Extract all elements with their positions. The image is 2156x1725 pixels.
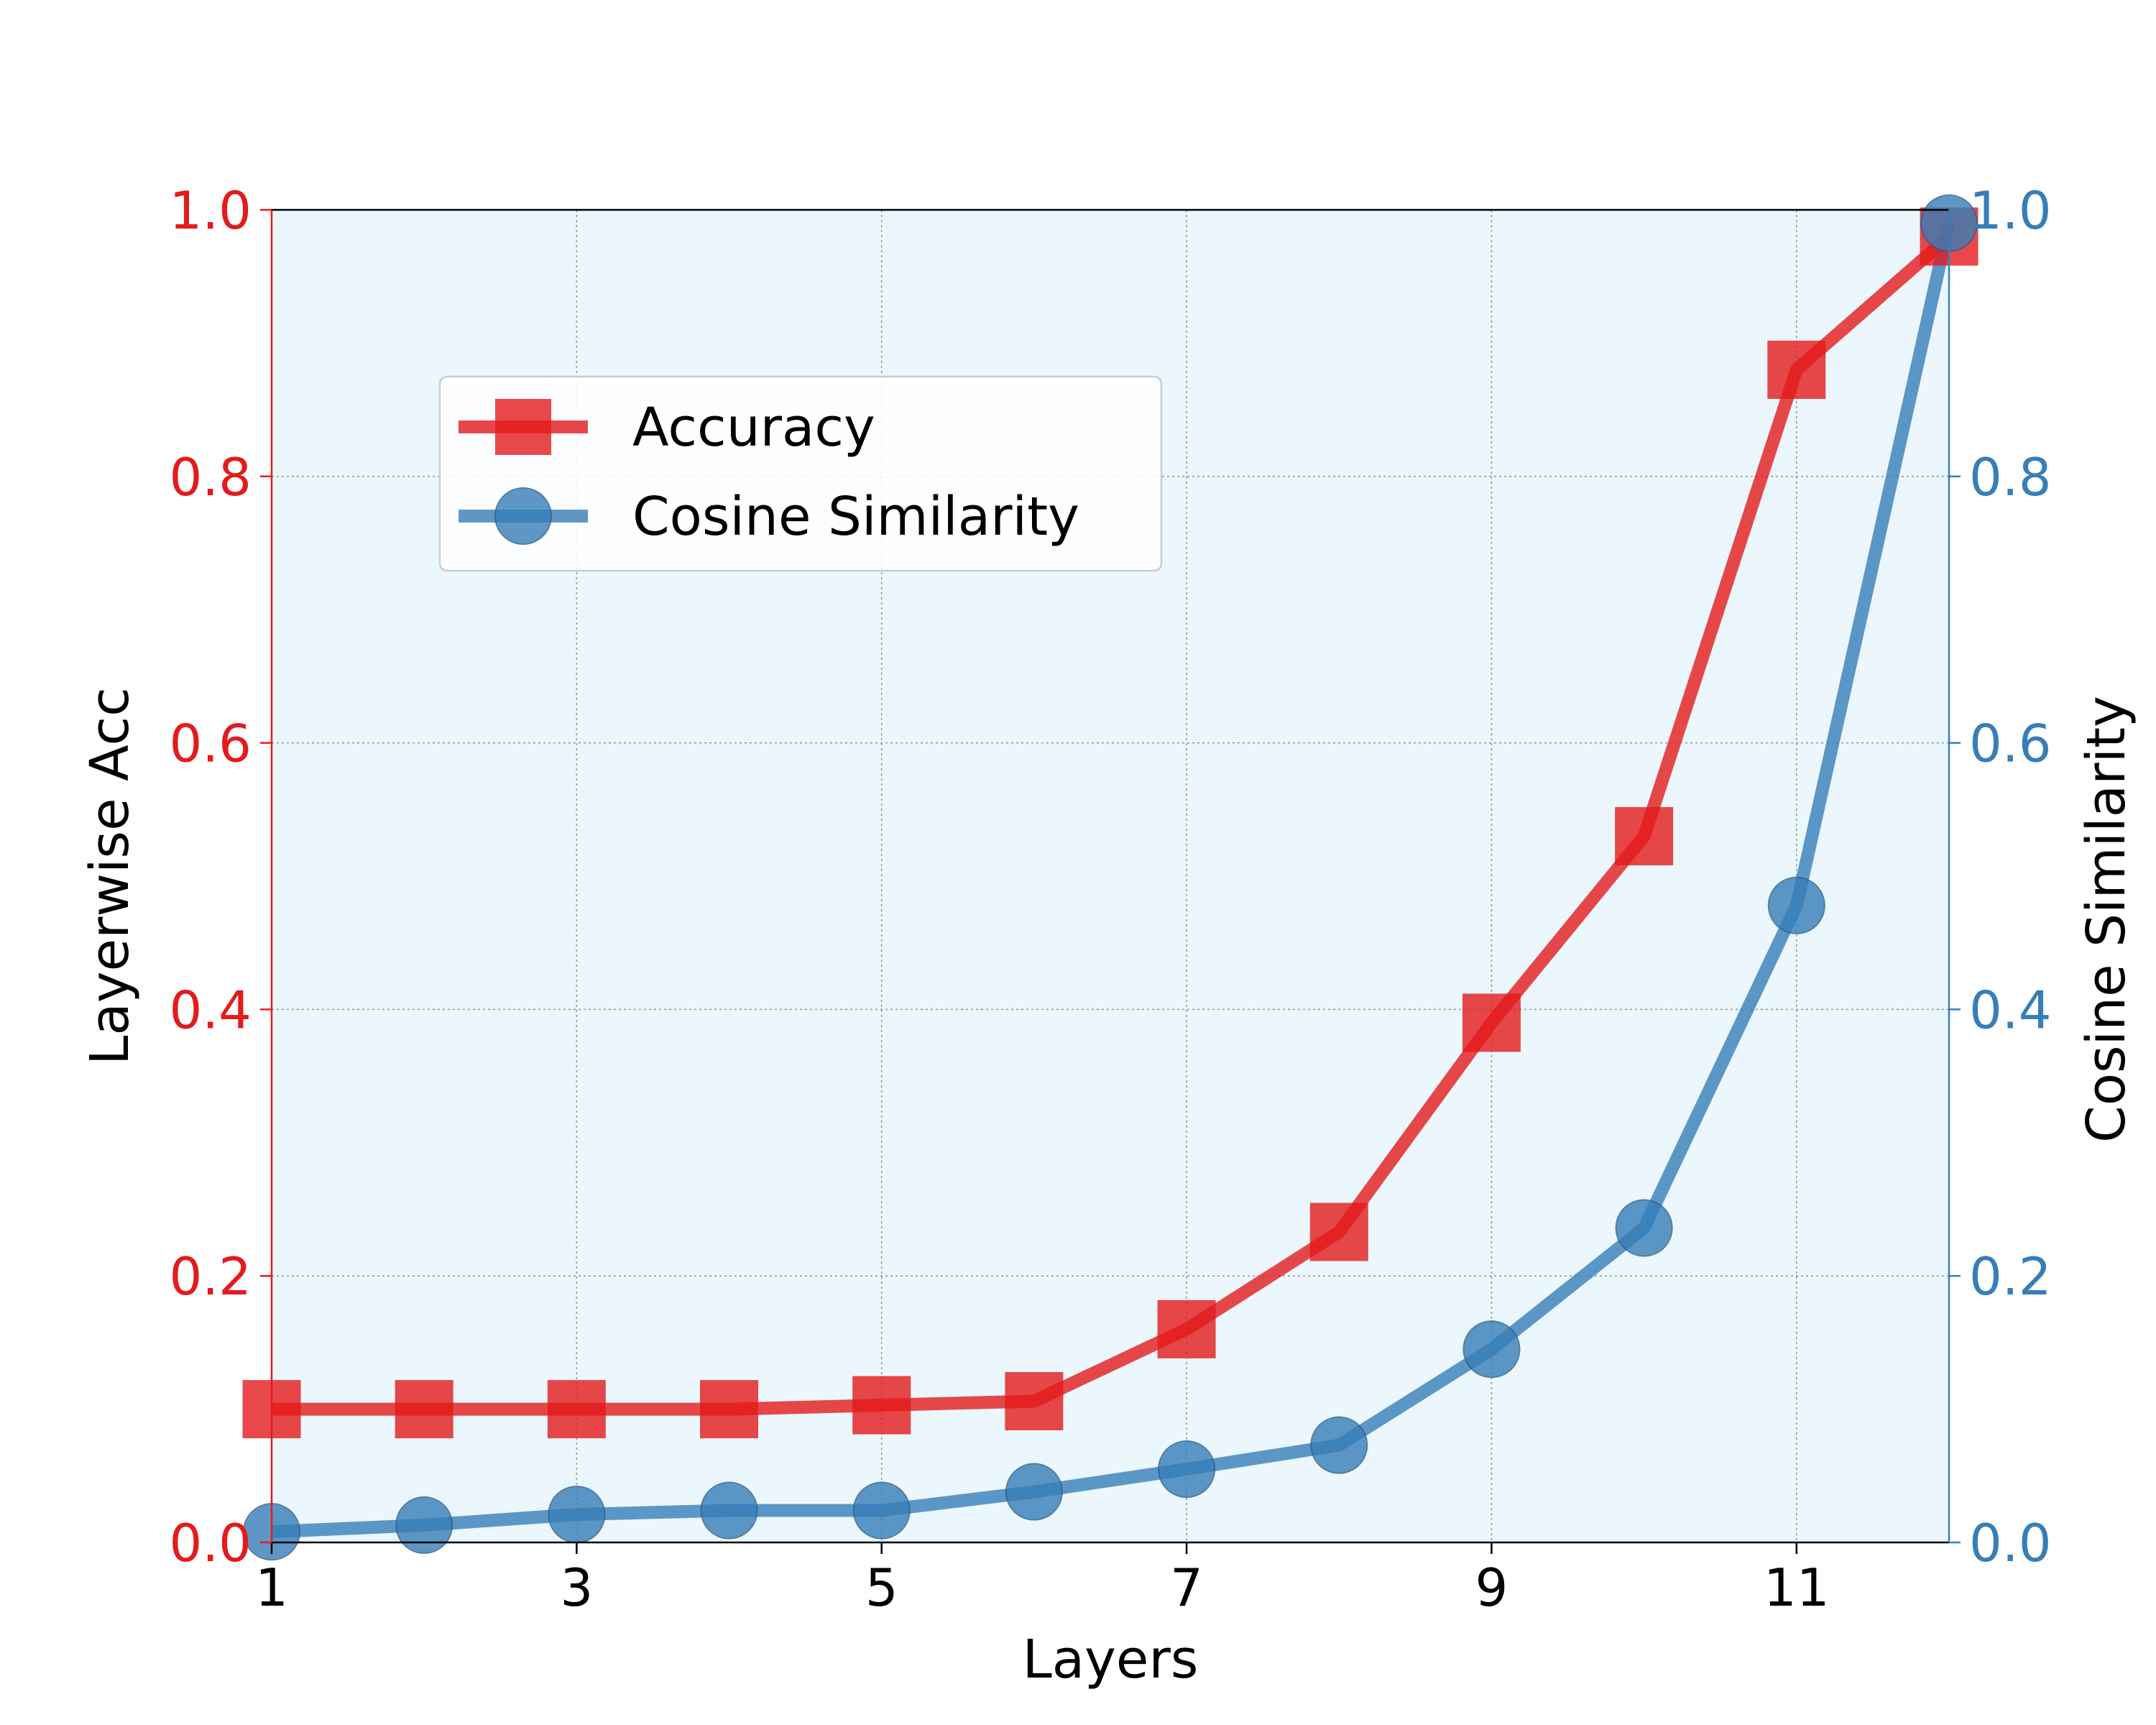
data-point-cosine-similarity — [1158, 1440, 1216, 1499]
x-axis-label: Layers — [1023, 1629, 1199, 1690]
data-point-accuracy — [1615, 806, 1674, 865]
data-point-cosine-similarity — [852, 1481, 911, 1540]
ticks: 1 3 5 7 9 11 0.0 0.2 0.4 0.6 0.8 1.0 0.0 0.2 0.4 0.6 0.8… — [169, 180, 2051, 1618]
right-y-tick-label: 1.0 — [1969, 180, 2052, 241]
data-point-cosine-similarity — [395, 1496, 453, 1554]
right-y-tick-label: 0.6 — [1969, 714, 2052, 774]
right-y-tick-label: 0.0 — [1969, 1513, 2052, 1573]
legend-box — [438, 375, 1163, 572]
right-y-tick-label: 0.8 — [1969, 447, 2052, 507]
x-tick-label: 1 — [255, 1558, 288, 1618]
data-point-cosine-similarity — [1767, 876, 1825, 934]
x-tick-label: 5 — [865, 1558, 898, 1618]
right-y-axis-label: Cosine Similarity — [2076, 696, 2137, 1143]
data-point-cosine-similarity — [548, 1486, 606, 1544]
left-y-axis-label: Layerwise Acc — [79, 687, 141, 1065]
right-y-tick-label: 0.2 — [1969, 1246, 2052, 1307]
legend-marker-cosine-similarity — [494, 487, 552, 545]
data-point-accuracy — [852, 1376, 911, 1435]
data-point-cosine-similarity — [700, 1481, 758, 1540]
series-markers — [242, 194, 1978, 1561]
legend: Accuracy Cosine Similarity — [438, 375, 1163, 572]
data-point-cosine-similarity — [1310, 1416, 1368, 1474]
left-y-tick-label: 1.0 — [169, 180, 252, 241]
data-point-accuracy — [1005, 1371, 1064, 1430]
data-point-accuracy — [1309, 1202, 1368, 1261]
data-point-cosine-similarity — [1005, 1463, 1063, 1521]
data-point-accuracy — [1157, 1300, 1216, 1358]
x-tick-label: 3 — [560, 1558, 593, 1618]
left-y-tick-label: 0.4 — [169, 980, 252, 1040]
axes — [270, 208, 1950, 1544]
legend-label-accuracy: Accuracy — [632, 397, 875, 459]
data-point-accuracy — [395, 1380, 453, 1439]
left-y-tick-label: 0.8 — [169, 447, 252, 507]
x-tick-label: 7 — [1170, 1558, 1203, 1618]
data-point-accuracy — [1767, 340, 1826, 399]
right-y-tick-label: 0.4 — [1969, 980, 2052, 1040]
left-y-tick-label: 0.2 — [169, 1246, 252, 1307]
legend-label-cosine-similarity: Cosine Similarity — [632, 486, 1079, 548]
data-point-accuracy — [547, 1380, 606, 1439]
data-point-accuracy — [700, 1380, 759, 1439]
x-tick-label: 11 — [1764, 1558, 1830, 1618]
x-tick-label: 9 — [1475, 1558, 1508, 1618]
left-y-tick-label: 0.6 — [169, 714, 252, 774]
legend-marker-accuracy — [495, 399, 551, 455]
data-point-cosine-similarity — [1462, 1320, 1521, 1379]
data-point-accuracy — [1462, 993, 1521, 1052]
data-point-cosine-similarity — [1615, 1199, 1673, 1257]
left-y-tick-label: 0.0 — [169, 1513, 252, 1573]
